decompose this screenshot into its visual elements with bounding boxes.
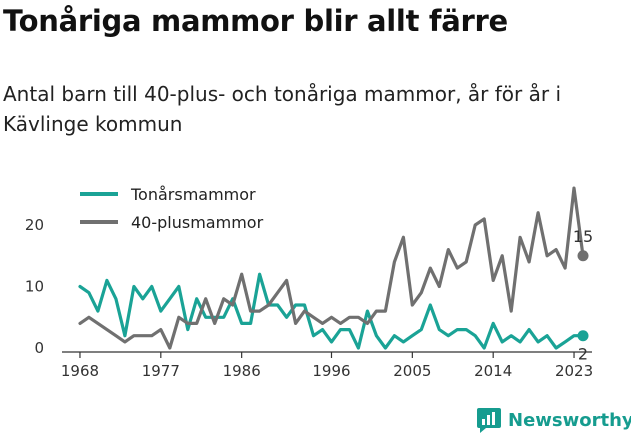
- chart-subtitle: Antal barn till 40-plus- och tonåriga ma…: [3, 82, 562, 136]
- series-line-40-plusmammor: [78, 186, 585, 350]
- legend-label: 40-plusmammor: [131, 213, 264, 232]
- brand-name: Newsworthy: [508, 409, 631, 431]
- end-point-marker: [577, 330, 589, 342]
- legend-label: Tonårsmammor: [130, 185, 256, 204]
- x-tick-label: 2023: [555, 362, 593, 380]
- end-point-marker: [577, 250, 589, 262]
- legend: Tonårsmammor 40-plusmammor: [80, 185, 264, 232]
- x-axis: 1968 1977 1986 1996 2005 2014 2023: [61, 351, 593, 380]
- x-tick-label: 2005: [393, 362, 431, 380]
- y-tick-label: 20: [25, 216, 44, 234]
- end-value-label: 2: [578, 345, 588, 364]
- x-tick-label: 1986: [223, 362, 261, 380]
- series-layer: 2 15: [78, 186, 593, 364]
- newsworthy-logo-icon: [477, 408, 501, 433]
- chart-title: Tonåriga mammor blir allt färre: [3, 4, 508, 38]
- x-tick-label: 1977: [142, 362, 180, 380]
- x-tick-label: 1968: [61, 362, 99, 380]
- series-line-tonarsmammor: [78, 272, 585, 350]
- x-tick-label: 2014: [474, 362, 512, 380]
- y-tick-label: 0: [34, 339, 44, 357]
- end-value-label: 15: [573, 227, 593, 246]
- brand-logo: Newsworthy: [476, 406, 631, 434]
- y-tick-label: 10: [25, 278, 44, 296]
- x-tick-label: 1996: [312, 362, 350, 380]
- y-axis: 0 10 20: [25, 216, 44, 357]
